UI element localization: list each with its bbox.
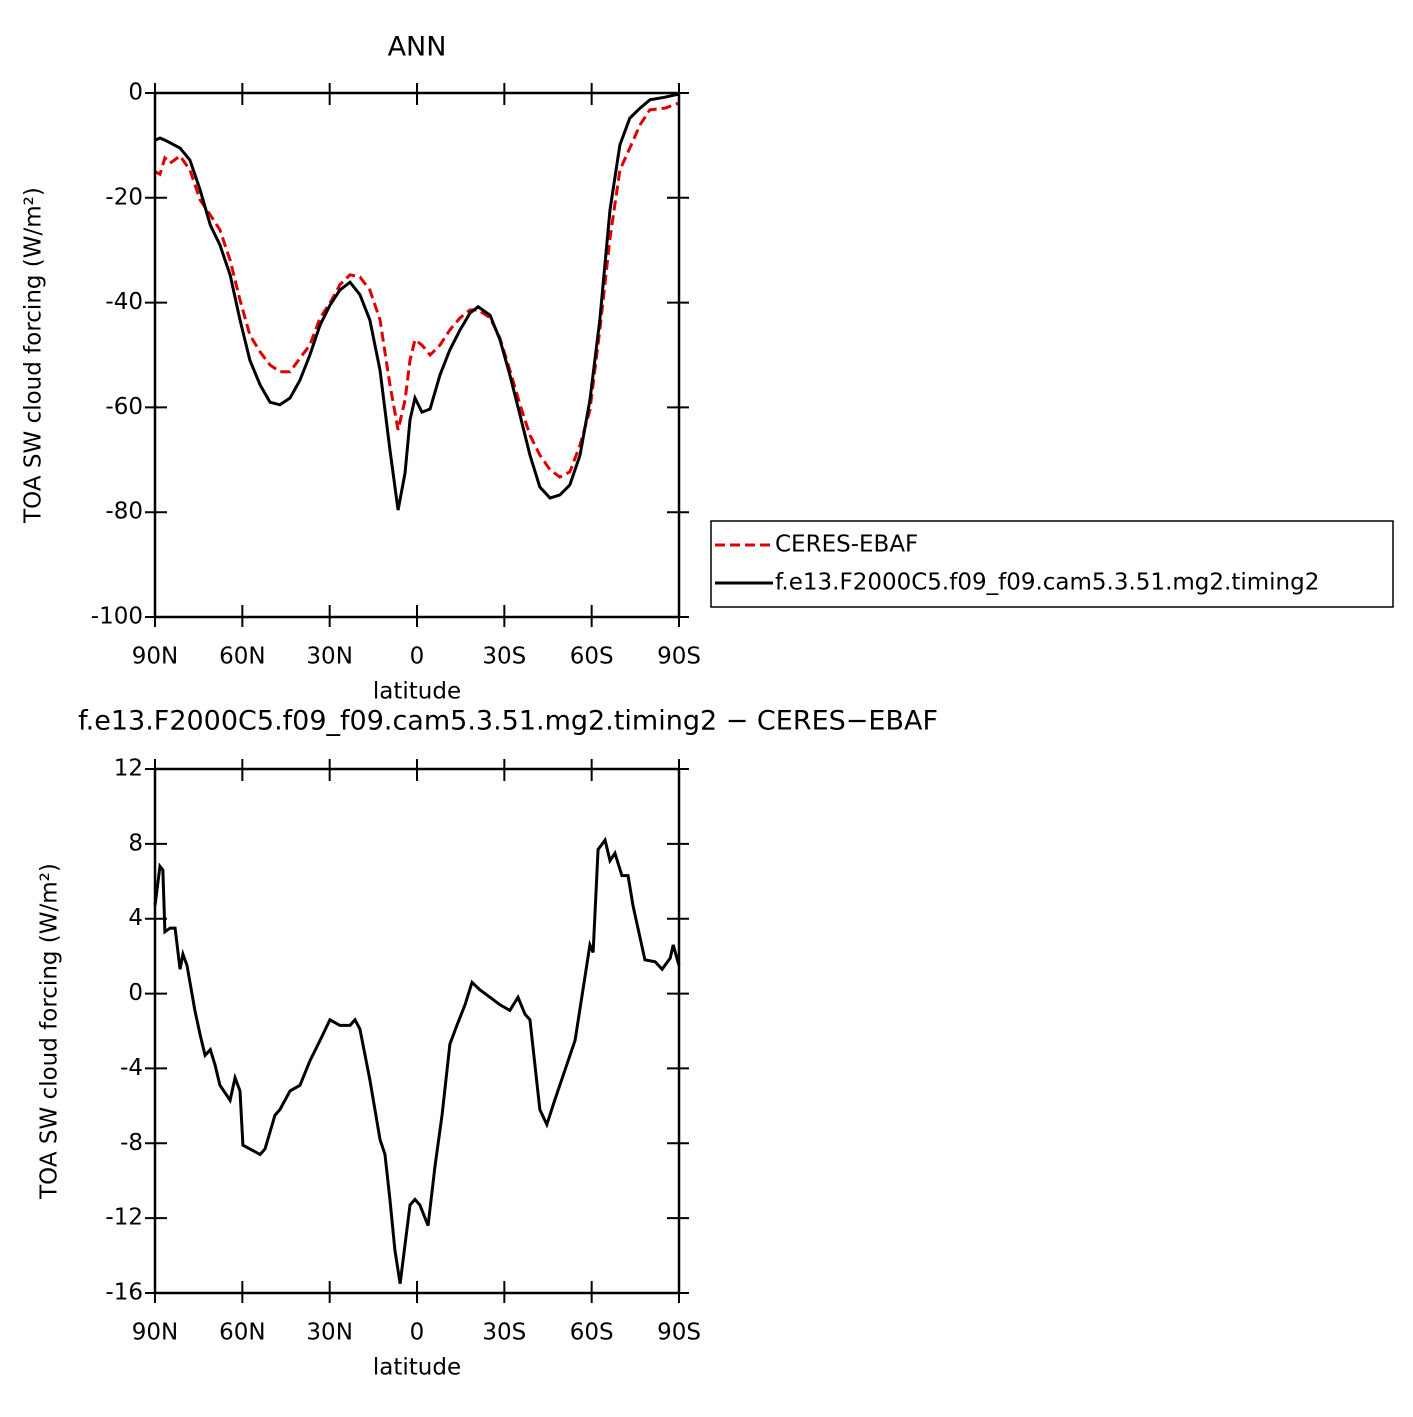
series-line [154, 92, 680, 511]
series-line [153, 836, 681, 1284]
x-tick-label: 90N [132, 644, 178, 670]
y-tick-label: -4 [120, 1055, 143, 1081]
x-tick-label: 60S [570, 1320, 614, 1346]
legend-box [710, 520, 1394, 608]
y-tick-label: 8 [128, 830, 143, 856]
x-axis-label: latitude [373, 679, 461, 705]
y-tick-label: -16 [105, 1280, 143, 1306]
legend-label: CERES-EBAF [775, 532, 918, 558]
plot-frame [153, 767, 681, 1295]
y-tick-label: 0 [128, 980, 143, 1006]
series-line [154, 101, 680, 479]
x-tick-label: 90S [657, 1320, 701, 1346]
x-tick-label: 60S [570, 644, 614, 670]
y-tick-label: 0 [128, 80, 143, 106]
y-tick-label: -40 [105, 289, 143, 315]
x-tick-label: 90S [657, 644, 701, 670]
y-tick-label: -60 [105, 394, 143, 420]
plot-frame [153, 91, 681, 619]
y-tick-label: -100 [91, 604, 143, 630]
legend-label: f.e13.F2000C5.f09_f09.cam5.3.51.mg2.timi… [775, 570, 1319, 596]
x-tick-label: 0 [410, 644, 425, 670]
x-tick-label: 60N [219, 1320, 265, 1346]
x-tick-label: 30N [306, 1320, 352, 1346]
y-axis-label: TOA SW cloud forcing (W/m²) [21, 187, 47, 524]
y-axis-label: TOA SW cloud forcing (W/m²) [37, 863, 63, 1200]
chart-title: f.e13.F2000C5.f09_f09.cam5.3.51.mg2.timi… [78, 706, 938, 737]
y-tick-label: -80 [105, 499, 143, 525]
chart-title: ANN [388, 32, 447, 63]
x-tick-label: 0 [410, 1320, 425, 1346]
x-tick-label: 30S [482, 644, 526, 670]
x-tick-label: 60N [219, 644, 265, 670]
y-tick-label: 4 [128, 905, 143, 931]
y-tick-label: 12 [114, 756, 143, 782]
x-axis-label: latitude [373, 1355, 461, 1381]
y-tick-label: -20 [105, 184, 143, 210]
x-tick-label: 30N [306, 644, 352, 670]
y-tick-label: -12 [105, 1205, 143, 1231]
x-tick-label: 30S [482, 1320, 526, 1346]
x-tick-label: 90N [132, 1320, 178, 1346]
y-tick-label: -8 [120, 1130, 143, 1156]
